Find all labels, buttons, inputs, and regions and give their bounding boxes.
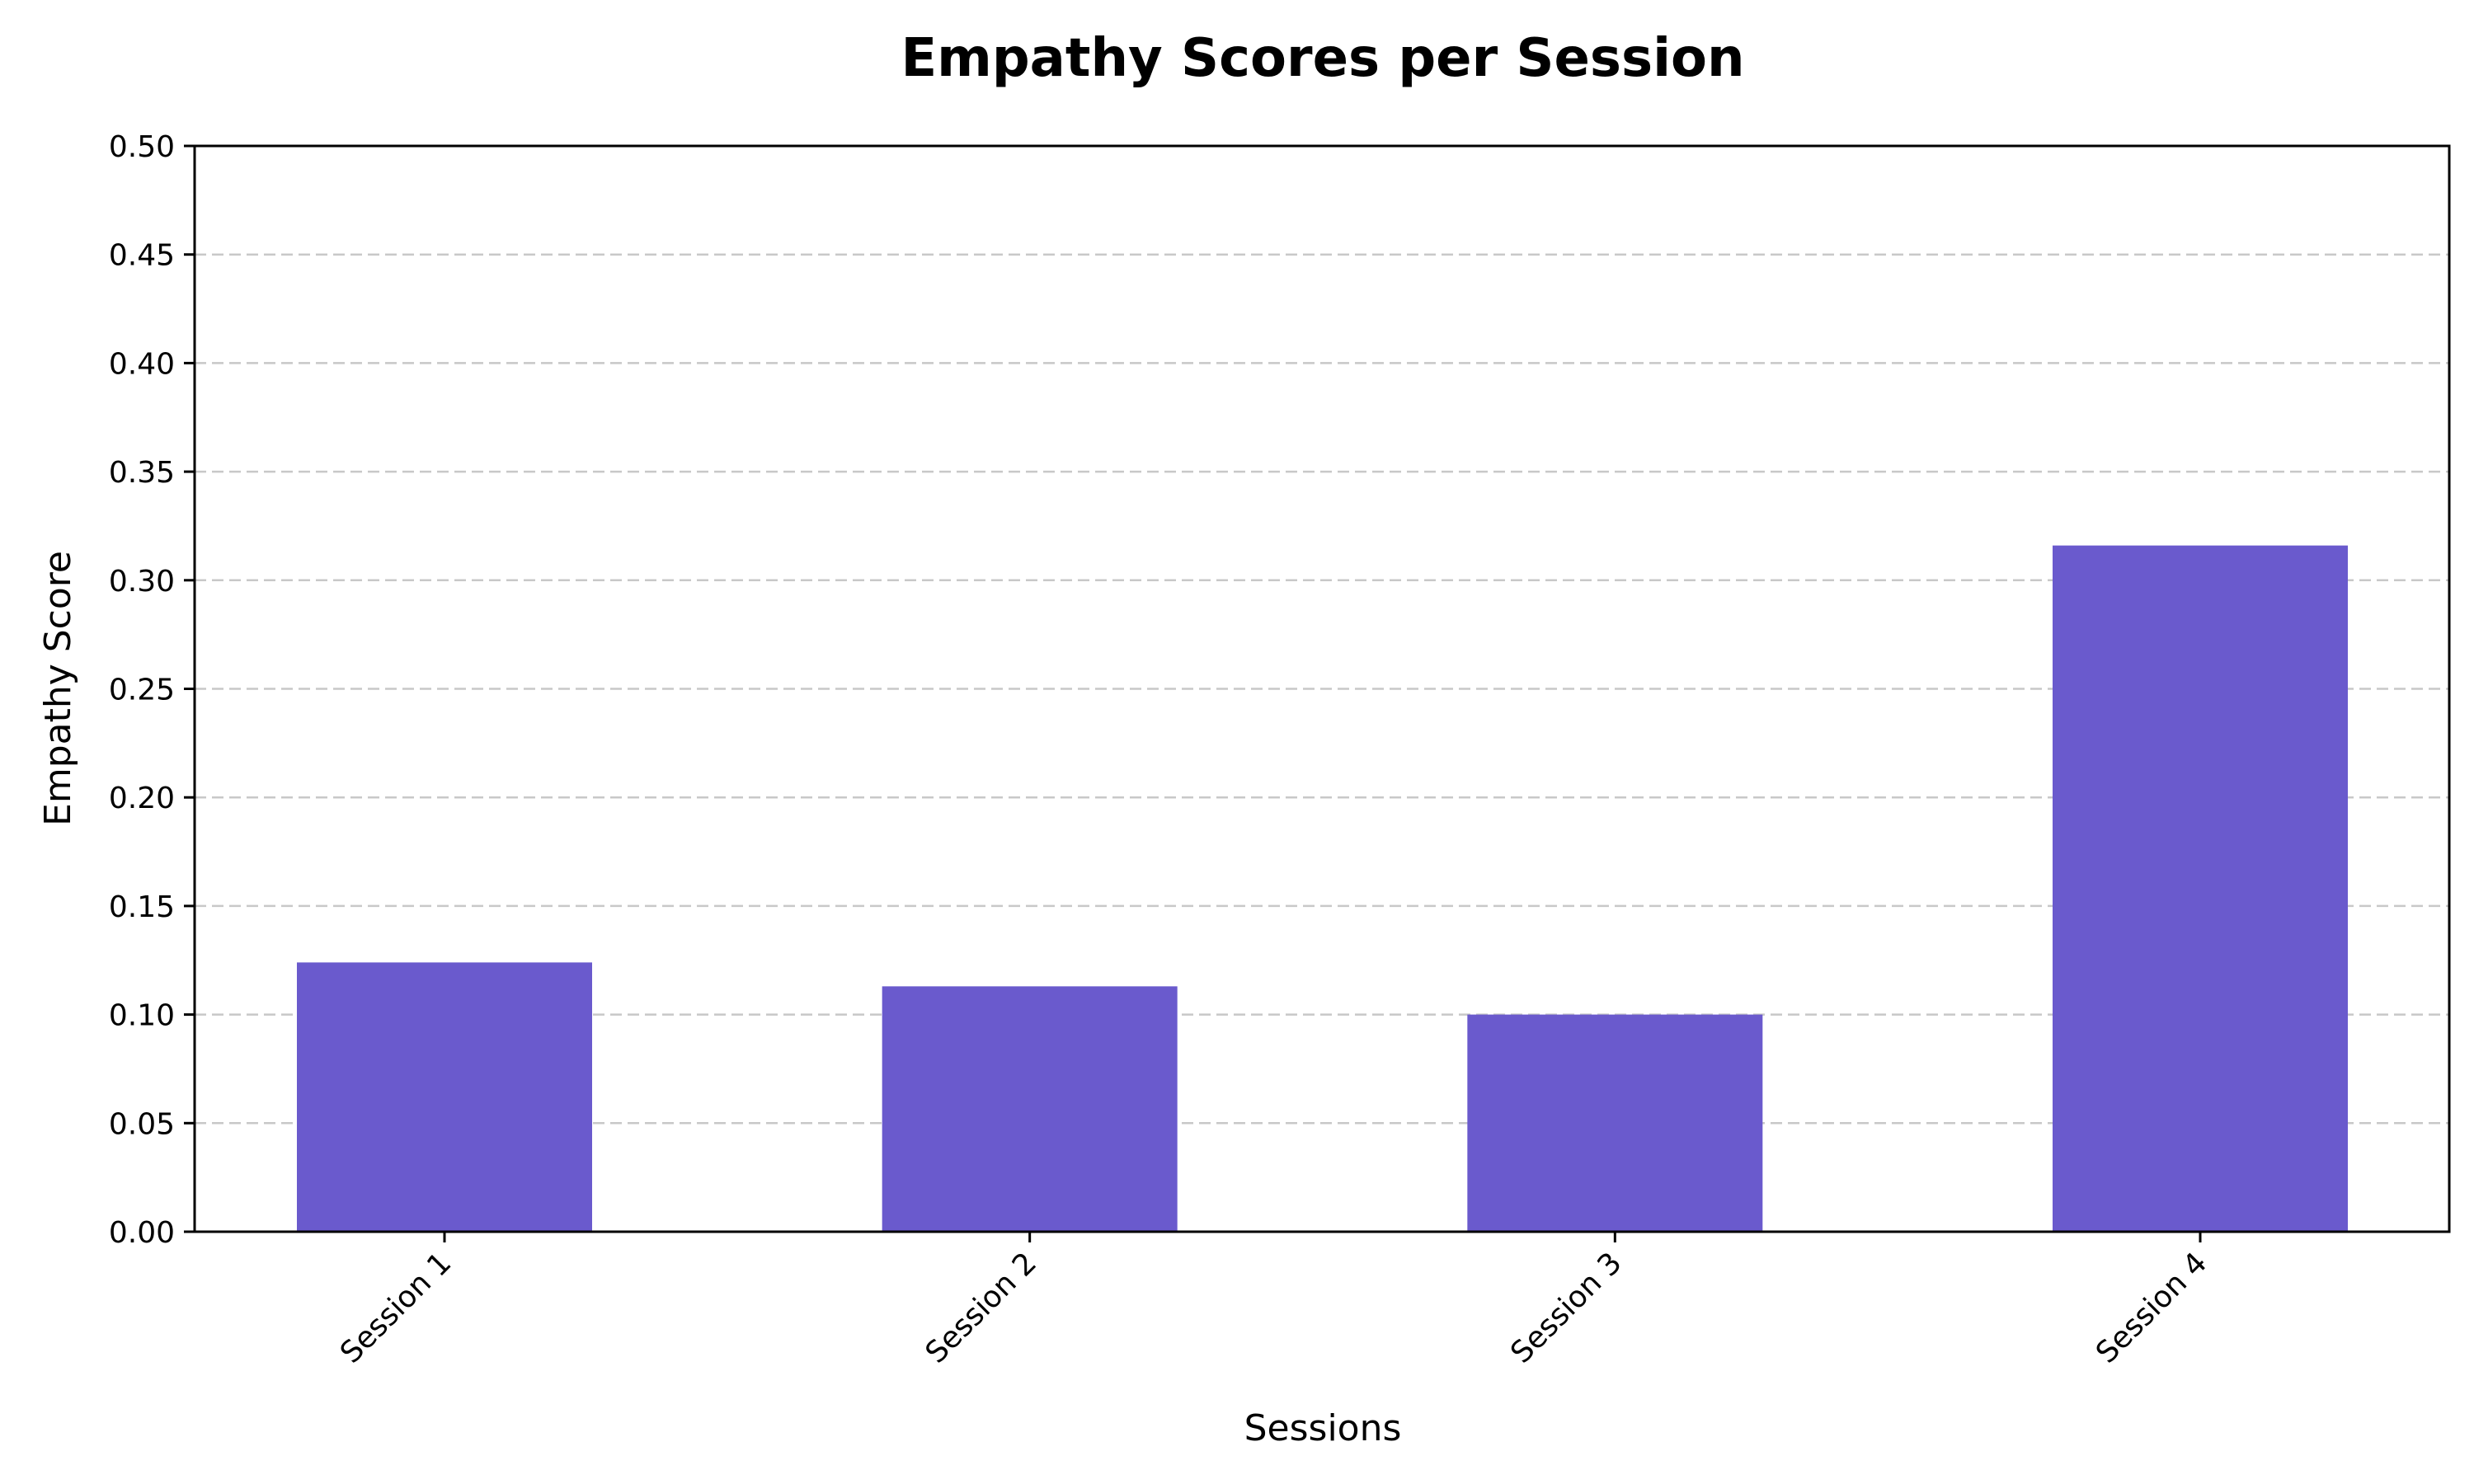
y-tick-label: 0.40 <box>109 347 175 381</box>
y-tick-label: 0.15 <box>109 890 175 924</box>
x-tick-label: Session 4 <box>2090 1246 2213 1369</box>
chart-title: Empathy Scores per Session <box>901 28 1744 89</box>
y-tick-label: 0.25 <box>109 674 175 707</box>
x-tick-label: Session 3 <box>1504 1246 1628 1369</box>
bar-3 <box>1467 1014 1763 1232</box>
y-tick-label: 0.10 <box>109 999 175 1033</box>
y-axis-label: Empathy Score <box>37 551 79 826</box>
x-axis-label: Sessions <box>1244 1407 1402 1449</box>
bar-2 <box>882 986 1178 1232</box>
bar-4 <box>2053 545 2348 1232</box>
y-tick-label: 0.05 <box>109 1107 175 1141</box>
x-axis-ticks: Session 1 Session 2 Session 3 Session 4 <box>334 1232 2213 1370</box>
x-tick-label: Session 2 <box>920 1246 1043 1369</box>
y-tick-label: 0.35 <box>109 456 175 490</box>
y-tick-label: 0.20 <box>109 782 175 815</box>
bar-1 <box>297 962 592 1232</box>
y-tick-label: 0.00 <box>109 1216 175 1250</box>
y-tick-label: 0.45 <box>109 239 175 273</box>
x-tick-label: Session 1 <box>334 1246 458 1369</box>
y-tick-label: 0.30 <box>109 565 175 599</box>
y-axis-ticks: 0.00 0.05 0.10 0.15 0.20 0.25 0.30 0.35 0.40 0.45… <box>109 130 195 1250</box>
bars <box>297 545 2348 1232</box>
y-tick-label: 0.50 <box>109 130 175 164</box>
